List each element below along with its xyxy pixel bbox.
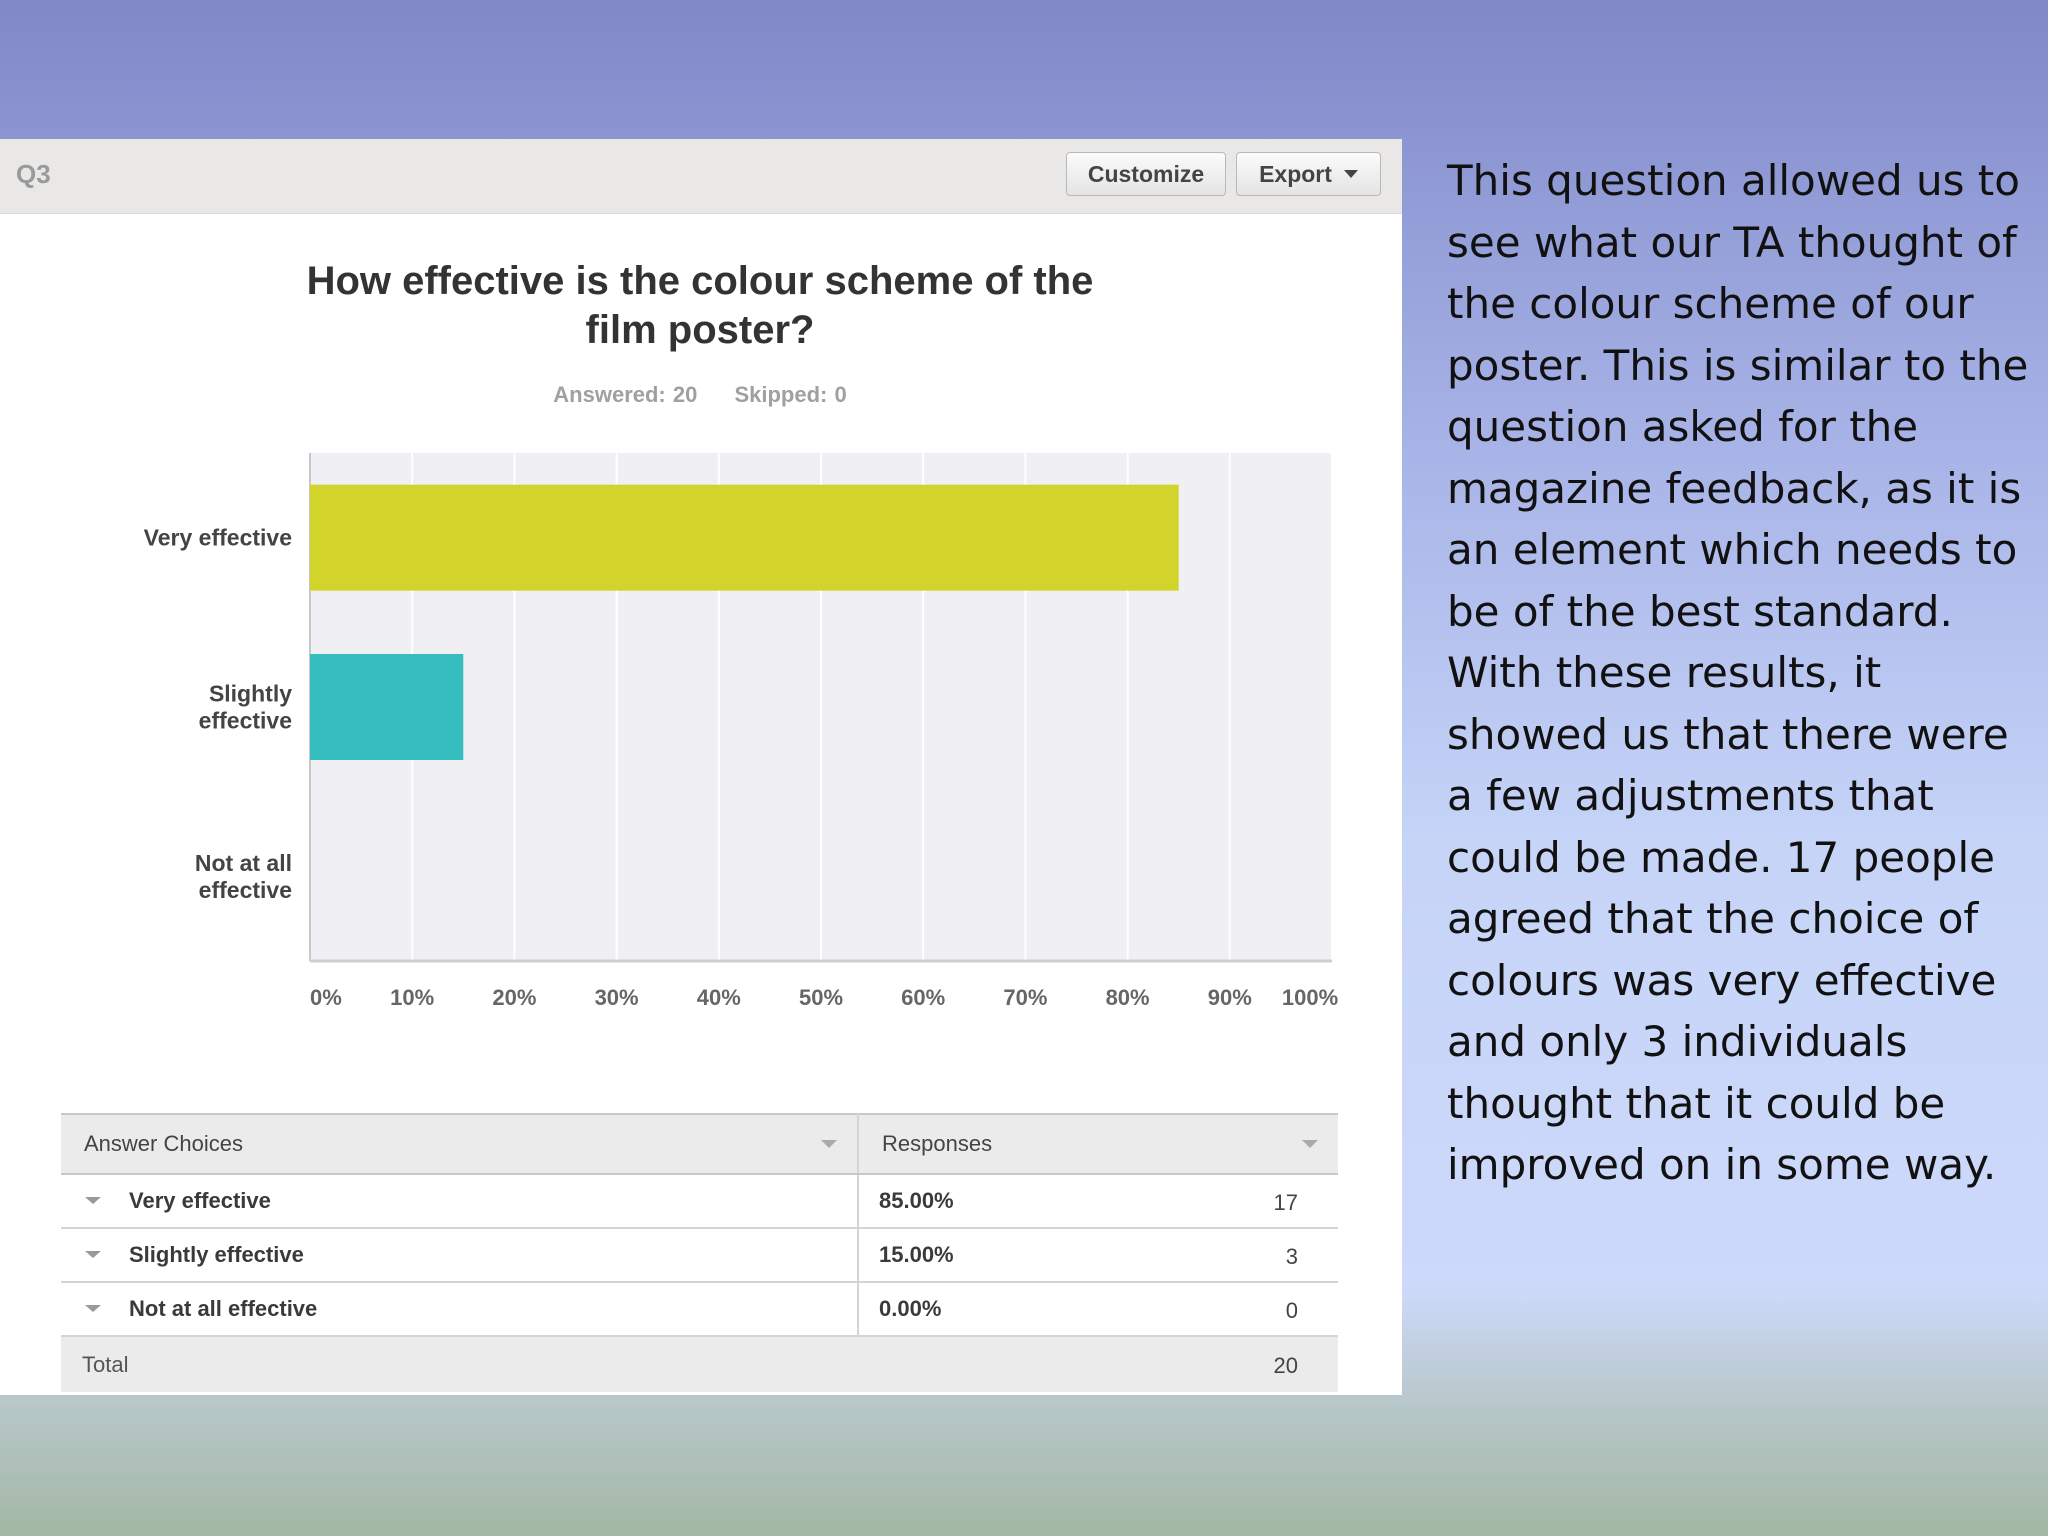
answered-count: Answered: 20	[553, 382, 698, 407]
chevron-down-icon	[1343, 170, 1358, 178]
x-tick-label: 60%	[901, 985, 945, 1010]
response-count: 17	[1273, 1190, 1298, 1215]
table-total-row: Total 20	[61, 1336, 1338, 1392]
expand-caret-icon[interactable]	[85, 1305, 101, 1313]
y-category-label: Very effective	[144, 525, 292, 551]
chart-title-line-2: film poster?	[585, 308, 815, 352]
total-value-cell: 20	[858, 1336, 1338, 1392]
response-cell: 15.00% 3	[858, 1228, 1338, 1283]
bar-chart: 0% 10% 20% 30% 40% 50% 60% 70% 80% 90% 100% Very ef…	[144, 453, 1338, 1010]
question-toolbar: Q3 Customize Export	[0, 139, 1402, 214]
skipped-count: Skipped: 0	[734, 382, 847, 407]
bar	[310, 484, 1179, 591]
y-category-label: effective	[199, 708, 292, 734]
x-tick-label: 20%	[492, 985, 536, 1010]
sort-down-icon	[1302, 1140, 1318, 1148]
response-cell: 85.00% 17	[858, 1174, 1338, 1229]
sort-down-icon	[821, 1140, 837, 1148]
x-tick-label: 40%	[697, 985, 741, 1010]
x-tick-label: 70%	[1003, 985, 1047, 1010]
bar	[310, 654, 464, 760]
x-tick-label: 50%	[799, 985, 843, 1010]
answer-choice-label: Very effective	[129, 1188, 271, 1213]
x-tick-label: 10%	[390, 985, 434, 1010]
response-percent: 0.00%	[879, 1296, 942, 1321]
customize-button[interactable]: Customize	[1066, 152, 1226, 196]
answer-choices-header[interactable]: Answer Choices	[61, 1113, 859, 1175]
responses-header[interactable]: Responses	[858, 1113, 1338, 1175]
chart-title-line-1: How effective is the colour scheme of th…	[306, 259, 1094, 303]
expand-caret-icon[interactable]	[85, 1197, 101, 1205]
commentary-text: This question allowed us to see what our…	[1447, 156, 2029, 1189]
export-label: Export	[1259, 160, 1332, 187]
question-number: Q3	[16, 159, 51, 189]
answer-choice-label: Slightly effective	[129, 1242, 304, 1267]
total-value: 20	[1273, 1353, 1298, 1378]
expand-caret-icon[interactable]	[85, 1251, 101, 1259]
response-count: 0	[1285, 1298, 1298, 1323]
x-tick-label: 80%	[1106, 985, 1150, 1010]
y-category-label: Not at all	[195, 850, 292, 876]
y-category-label: Slightly	[209, 681, 292, 707]
total-label-cell: Total	[61, 1336, 858, 1392]
answer-choice-cell[interactable]: Slightly effective	[61, 1228, 859, 1283]
response-percent: 15.00%	[879, 1242, 954, 1267]
customize-label: Customize	[1087, 160, 1205, 187]
response-stats: Answered: 20 Skipped: 0	[400, 382, 1000, 408]
total-label: Total	[82, 1351, 129, 1377]
table-header-row: Answer Choices Responses	[61, 1113, 1338, 1175]
x-tick-label: 100%	[1282, 985, 1338, 1010]
y-category-label: effective	[199, 877, 292, 903]
x-tick-label: 90%	[1208, 985, 1252, 1010]
response-count: 3	[1285, 1244, 1298, 1269]
export-button[interactable]: Export	[1236, 152, 1381, 196]
x-tick-label: 0%	[310, 985, 342, 1010]
table-row: Not at all effective 0.00% 0	[61, 1282, 1338, 1337]
answer-choice-label: Not at all effective	[129, 1296, 318, 1321]
responses-header-label: Responses	[882, 1131, 993, 1156]
response-cell: 0.00% 0	[858, 1282, 1338, 1337]
responses-table: Answer Choices Responses Very effective …	[61, 1113, 1338, 1392]
response-percent: 85.00%	[879, 1188, 954, 1213]
answer-choice-cell[interactable]: Very effective	[61, 1174, 859, 1229]
survey-question-panel: Q3 Customize Export How effective is the…	[0, 139, 1402, 1395]
answer-choice-cell[interactable]: Not at all effective	[61, 1282, 859, 1337]
chart-title: How effective is the colour scheme of th…	[180, 257, 1220, 355]
x-tick-label: 30%	[595, 985, 639, 1010]
answer-choices-header-label: Answer Choices	[84, 1131, 243, 1156]
table-row: Slightly effective 15.00% 3	[61, 1228, 1338, 1283]
table-row: Very effective 85.00% 17	[61, 1174, 1338, 1229]
